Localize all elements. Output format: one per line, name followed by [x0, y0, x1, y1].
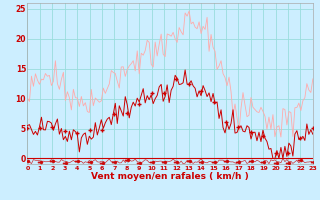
- X-axis label: Vent moyen/en rafales ( km/h ): Vent moyen/en rafales ( km/h ): [91, 172, 249, 181]
